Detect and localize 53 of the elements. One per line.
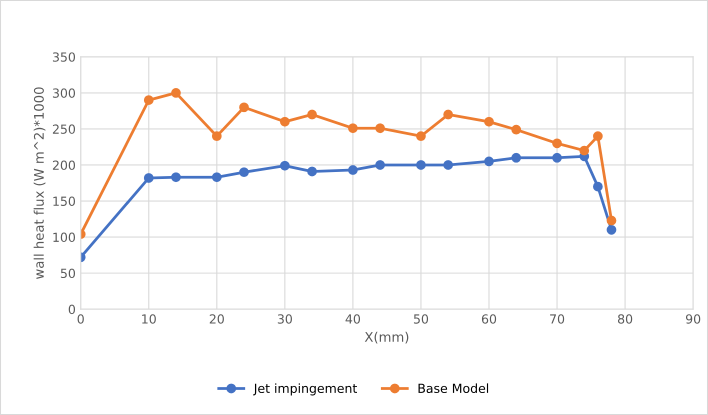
y-tick-label: 200 (52, 160, 76, 170)
point (484, 116, 494, 127)
x-axis-title: X(mm) (364, 332, 408, 344)
point (511, 124, 522, 135)
point (171, 172, 181, 182)
point (484, 156, 494, 166)
point (144, 173, 154, 183)
x-tick-label: 70 (550, 314, 564, 324)
point (511, 152, 522, 163)
point (579, 146, 590, 156)
x-tick-label: 20 (210, 314, 224, 324)
point (280, 116, 290, 127)
point (606, 216, 616, 226)
point (552, 152, 562, 163)
x-tick-label: 60 (482, 314, 496, 324)
y-axis-title: wall heat flux (W m^2)*1000 (34, 87, 46, 279)
x-tick-label: 80 (618, 314, 632, 324)
legend-label: Base Model (418, 383, 488, 394)
y-tick-label: 250 (52, 124, 76, 134)
x-tick-label: 90 (686, 314, 700, 324)
point (416, 131, 426, 142)
point (212, 131, 222, 142)
point (171, 88, 181, 98)
x-tick-label: 40 (346, 314, 360, 324)
y-tick-label: 300 (52, 88, 76, 98)
y-tick-label: 100 (53, 232, 76, 242)
point (552, 138, 562, 148)
point (443, 160, 454, 170)
point (307, 110, 317, 120)
point (606, 225, 616, 235)
x-tick-label: 10 (142, 314, 156, 324)
point (307, 166, 317, 176)
point (239, 167, 249, 178)
point (375, 123, 385, 134)
point (375, 160, 385, 170)
y-tick-label: 350 (52, 52, 76, 62)
point (239, 102, 249, 112)
point (593, 131, 603, 142)
point (348, 165, 358, 175)
point (593, 182, 603, 192)
y-tick-label: 0 (68, 304, 76, 314)
point (443, 110, 454, 120)
point (416, 160, 426, 170)
y-tick-label: 150 (53, 196, 76, 206)
point (348, 123, 358, 134)
x-tick-label: 50 (414, 314, 428, 324)
point (280, 160, 290, 171)
point (212, 172, 222, 182)
y-tick-label: 50 (60, 268, 76, 278)
legend-label: Jet impingement (253, 383, 357, 396)
point (144, 95, 154, 105)
x-tick-label: 30 (278, 314, 292, 324)
x-tick-label: 0 (78, 314, 84, 324)
